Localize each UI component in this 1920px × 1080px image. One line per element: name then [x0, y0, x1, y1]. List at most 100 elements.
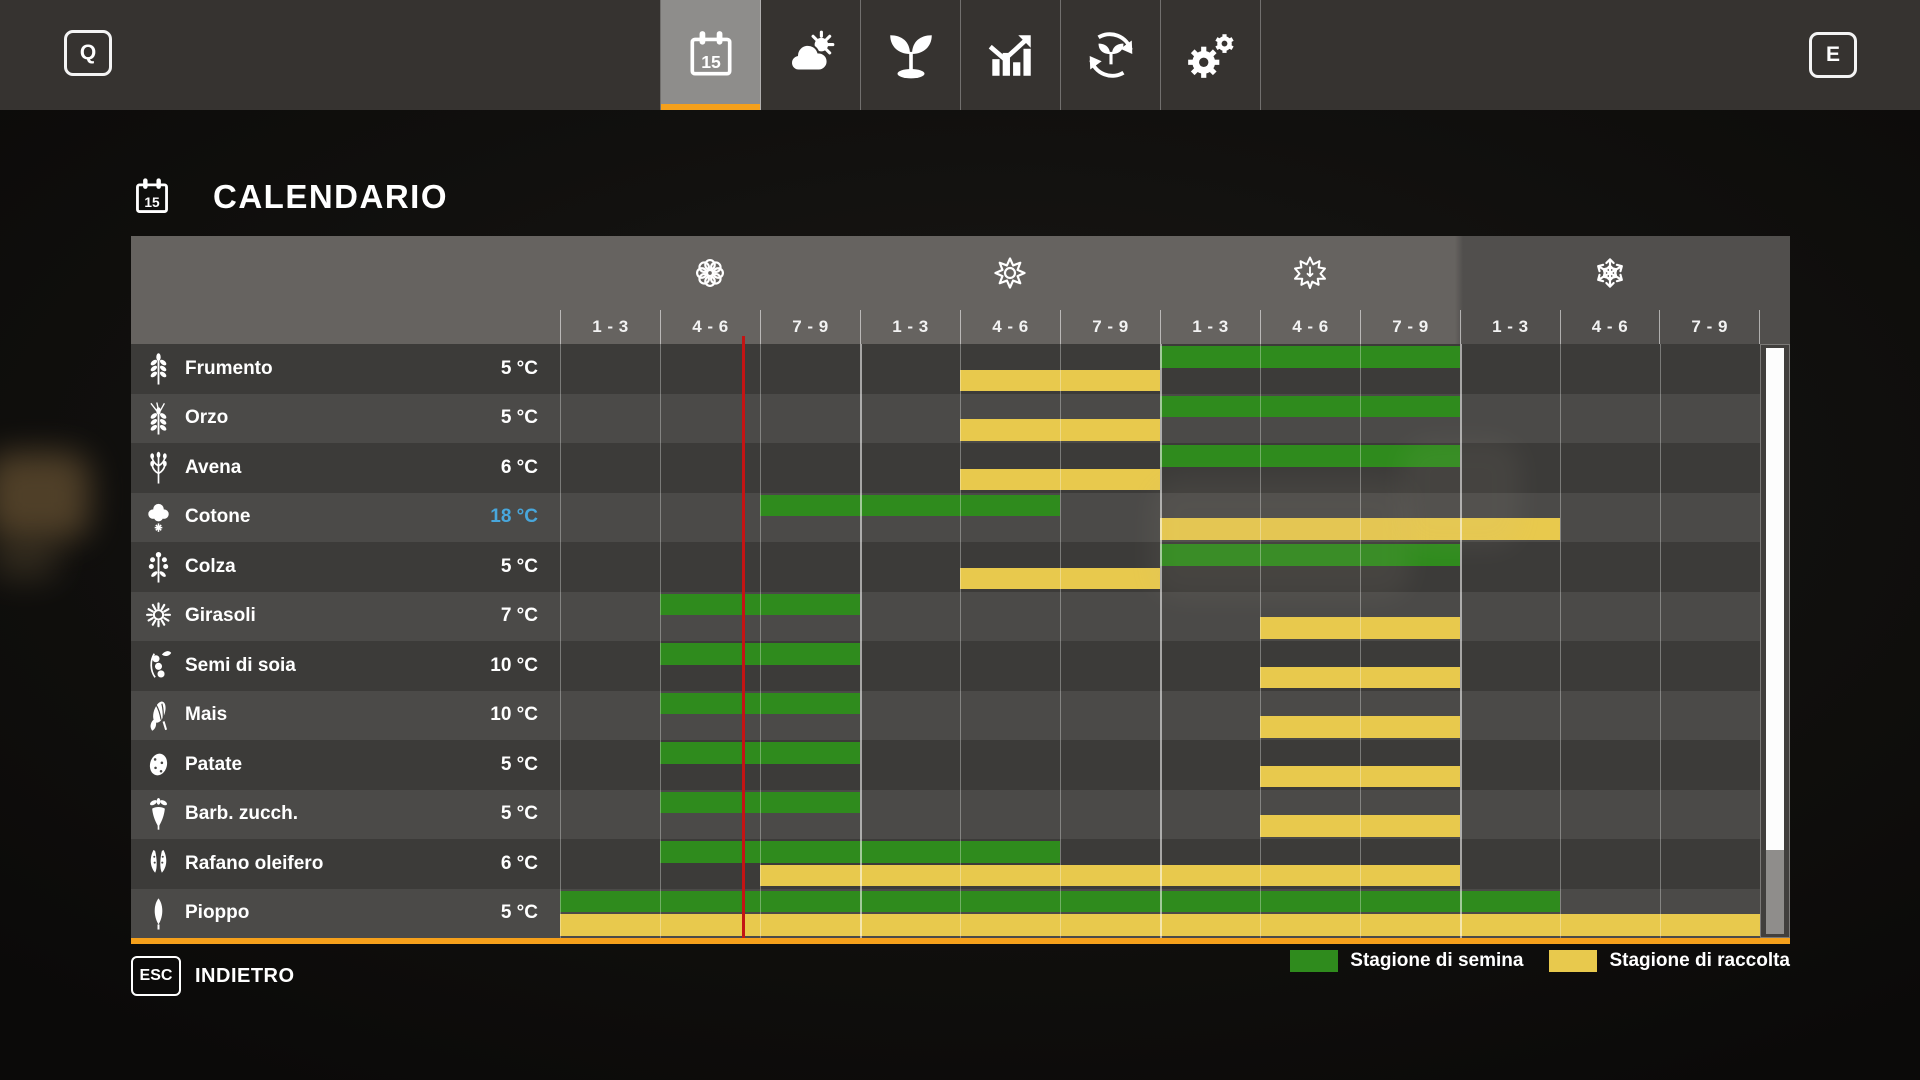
crop-name-cell: Orzo 5 °C	[131, 394, 560, 444]
crop-rotation-icon	[1084, 28, 1138, 82]
sow-bar	[560, 890, 1560, 912]
calendar-icon: 15	[684, 28, 738, 82]
tab-calendar[interactable]: 15	[661, 0, 761, 110]
prev-tab-key-hint[interactable]: Q	[64, 30, 112, 76]
crop-name: Orzo	[185, 407, 229, 429]
crop-season-chart	[560, 691, 1760, 741]
crop-row-pioppo: Pioppo 5 °C	[131, 888, 1760, 939]
tab-finances[interactable]	[961, 0, 1061, 110]
crop-row-orzo: Orzo 5 °C	[131, 393, 1760, 444]
flower-icon	[560, 236, 860, 310]
scrollbar-thumb[interactable]	[1766, 348, 1784, 851]
crop-season-chart	[560, 443, 1760, 493]
legend-label: Stagione di semina	[1350, 950, 1524, 971]
legend-item: Stagione di raccolta	[1549, 950, 1790, 972]
cotton-icon	[144, 499, 172, 535]
next-tab-key-hint[interactable]: E	[1809, 32, 1857, 78]
crop-season-chart	[560, 889, 1760, 939]
sow-bar	[659, 692, 860, 714]
crop-row-rafano-oleifero: Rafano oleifero 6 °C	[131, 839, 1760, 889]
sow-bar	[1160, 445, 1460, 467]
harvest-bar	[1259, 716, 1460, 738]
crop-season-chart	[560, 542, 1760, 592]
sow-bar	[659, 841, 1060, 863]
crop-name-cell: Colza 5 °C	[131, 542, 560, 592]
min-temp: 5 °C	[500, 357, 538, 379]
harvest-bar	[1259, 666, 1460, 688]
scrollbar[interactable]	[1760, 344, 1790, 938]
esc-key-hint[interactable]: ESC	[131, 956, 181, 996]
snowflake-icon	[1460, 236, 1760, 310]
sun-icon	[860, 236, 1160, 310]
finances-icon	[984, 28, 1038, 82]
harvest-bar	[959, 419, 1160, 441]
calendar-icon: 15	[131, 174, 173, 220]
current-date-line	[742, 336, 745, 938]
crop-name-cell: Cotone 18 °C	[131, 493, 560, 543]
crop-season-chart	[560, 344, 1760, 394]
sow-bar	[659, 593, 860, 615]
crop-row-mais: Mais 10 °C	[131, 690, 1760, 741]
legend-item: Stagione di semina	[1290, 950, 1523, 972]
crop-season-chart	[560, 592, 1760, 642]
page-title-row: 15 CALENDARIO	[131, 172, 448, 222]
min-temp: 5 °C	[500, 803, 538, 825]
min-temp: 7 °C	[500, 605, 538, 627]
min-temp: 5 °C	[500, 902, 538, 924]
scrollbar-track[interactable]	[1766, 348, 1784, 934]
legend-swatch	[1549, 950, 1598, 972]
sow-bar	[760, 494, 1060, 516]
crop-name: Frumento	[185, 357, 273, 379]
period-label: 7 - 9	[1360, 310, 1460, 344]
corn-icon	[144, 697, 172, 733]
min-temp: 10 °C	[490, 704, 538, 726]
poplar-icon	[144, 895, 172, 931]
legend: Stagione di semina Stagione di raccolta	[131, 950, 1790, 972]
sow-bar	[1160, 346, 1460, 368]
menu-tab-bar: 15	[660, 0, 1261, 110]
crop-name: Pioppo	[185, 902, 250, 924]
crop-rows: Frumento 5 °C Orzo 5 °C Avena 6 °C Cotone 18 °C…	[131, 344, 1760, 938]
soybean-icon	[144, 648, 172, 684]
tab-rotation[interactable]	[1061, 0, 1161, 110]
harvest-bar	[760, 864, 1460, 886]
crop-name: Avena	[185, 456, 242, 478]
harvest-bar	[959, 369, 1160, 391]
crop-name-cell: Patate 5 °C	[131, 740, 560, 790]
crop-season-chart	[560, 394, 1760, 444]
crop-name-cell: Avena 6 °C	[131, 443, 560, 493]
legend-swatch	[1290, 950, 1339, 972]
crop-row-girasoli: Girasoli 7 °C	[131, 591, 1760, 642]
tab-crops[interactable]	[861, 0, 961, 110]
period-label: 1 - 3	[1160, 310, 1260, 344]
back-control[interactable]: ESC INDIETRO	[131, 956, 295, 996]
period-label: 4 - 6	[1260, 310, 1360, 344]
tab-settings[interactable]	[1161, 0, 1261, 110]
crop-name-cell: Semi di soia 10 °C	[131, 641, 560, 691]
canola-icon	[144, 549, 172, 585]
period-label: 1 - 3	[560, 310, 660, 344]
page-title: CALENDARIO	[213, 178, 448, 215]
crop-season-chart	[560, 790, 1760, 840]
period-label: 7 - 9	[1060, 310, 1160, 344]
min-temp: 6 °C	[500, 852, 538, 874]
oat-icon	[144, 450, 172, 486]
crop-name: Patate	[185, 753, 243, 775]
tab-weather[interactable]	[761, 0, 861, 110]
crop-name-cell: Mais 10 °C	[131, 691, 560, 741]
legend-label: Stagione di raccolta	[1609, 950, 1790, 971]
period-label: 7 - 9	[1659, 310, 1759, 344]
crop-row-cotone: Cotone 18 °C	[131, 492, 1760, 543]
crop-name: Cotone	[185, 506, 251, 528]
period-label: 1 - 3	[860, 310, 960, 344]
harvest-bar	[1259, 815, 1460, 837]
sow-bar	[659, 791, 860, 813]
period-label: 4 - 6	[660, 310, 760, 344]
wheat-icon	[144, 351, 172, 387]
sow-bar	[659, 742, 860, 764]
harvest-bar	[959, 567, 1160, 589]
